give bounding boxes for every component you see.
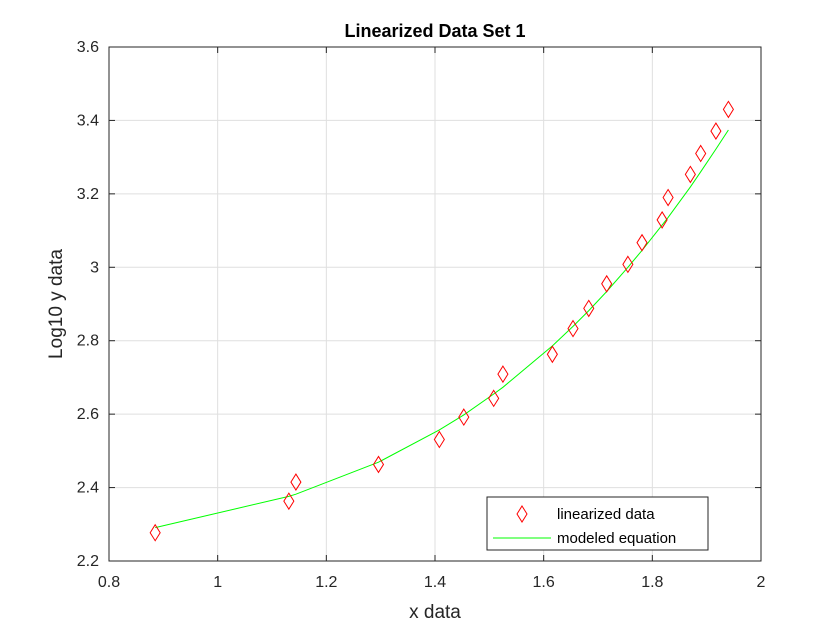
- legend-label-linearized-data: linearized data: [557, 506, 655, 523]
- data-point-marker: [601, 274, 613, 293]
- x-tick-label: 1.4: [424, 574, 446, 591]
- y-tick-label: 3.6: [77, 39, 99, 56]
- y-axis: 2.2 2.4 2.6 2.8 3 3.2 3.4 3.6: [77, 39, 761, 570]
- legend-label-modeled-equation: modeled equation: [557, 530, 676, 547]
- x-tick-label: 1.6: [533, 574, 555, 591]
- chart-title: Linearized Data Set 1: [344, 21, 525, 41]
- data-point-marker: [583, 299, 595, 318]
- data-point-marker: [497, 365, 509, 384]
- legend: linearized data modeled equation: [486, 496, 709, 551]
- data-point-marker: [636, 233, 648, 252]
- data-point-marker: [710, 122, 722, 141]
- y-tick-label: 3: [90, 259, 99, 276]
- data-point-marker: [567, 319, 579, 338]
- linearized-data-layer: [149, 100, 734, 542]
- modeled-equation-layer: [155, 129, 729, 529]
- y-tick-label: 2.6: [77, 406, 99, 423]
- data-point-marker: [695, 144, 707, 163]
- data-point-marker: [149, 523, 161, 542]
- modeled-equation-line: [155, 129, 729, 529]
- y-tick-label: 2.8: [77, 333, 99, 350]
- data-point-marker: [433, 430, 445, 449]
- data-point-marker: [458, 408, 470, 427]
- data-point-marker: [546, 345, 558, 364]
- data-point-marker: [722, 100, 734, 119]
- data-point-marker: [662, 188, 674, 207]
- y-axis-label: Log10 y data: [46, 249, 67, 359]
- y-tick-label: 3.4: [77, 112, 99, 129]
- x-tick-label: 2: [757, 574, 766, 591]
- legend-diamond-marker: [516, 505, 528, 523]
- grid: [109, 47, 761, 561]
- y-tick-label: 2.4: [77, 480, 99, 497]
- x-tick-label: 1: [213, 574, 222, 591]
- data-point-marker: [372, 455, 385, 474]
- data-point-marker: [283, 492, 295, 511]
- data-point-marker: [488, 389, 500, 408]
- x-tick-label: 1.8: [641, 574, 663, 591]
- legend-box: [486, 496, 709, 551]
- y-tick-label: 3.2: [77, 186, 99, 203]
- data-point-marker: [656, 210, 668, 229]
- y-tick-label: 2.2: [77, 553, 99, 570]
- data-point-marker: [622, 255, 634, 274]
- x-tick-label: 0.8: [98, 574, 120, 591]
- data-point-marker: [290, 473, 302, 492]
- x-axis: 0.8 1 1.2 1.4 1.6 1.8 2: [98, 47, 766, 591]
- data-point-marker: [684, 165, 696, 184]
- x-axis-label: x data: [409, 602, 461, 623]
- x-tick-label: 1.2: [315, 574, 337, 591]
